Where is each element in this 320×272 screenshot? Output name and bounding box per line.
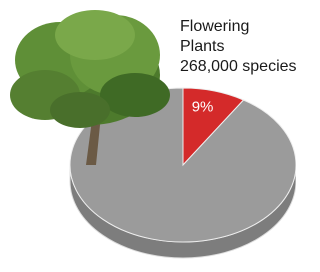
value-label: 9% (192, 98, 214, 115)
title: Flowering Plants (180, 17, 270, 57)
annotation: 268,000 species (180, 57, 296, 77)
infographic: 9% Flowering Plants 268,000 species (0, 0, 296, 272)
